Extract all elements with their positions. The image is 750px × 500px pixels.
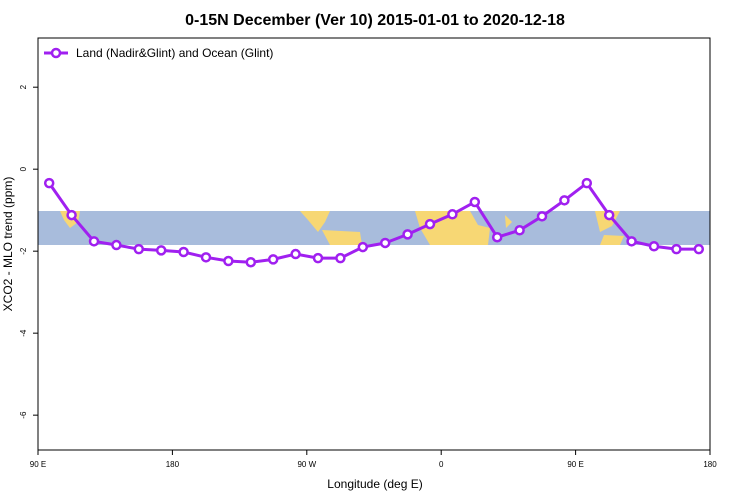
y-tick-label: -4 bbox=[19, 329, 28, 337]
point bbox=[379, 237, 391, 249]
point bbox=[111, 239, 122, 251]
map-strip bbox=[38, 211, 710, 245]
y-tick-label: 0 bbox=[19, 166, 28, 171]
point bbox=[447, 209, 458, 220]
point bbox=[402, 229, 413, 240]
point bbox=[43, 177, 55, 189]
x-tick-label: 0 bbox=[439, 460, 444, 469]
point bbox=[559, 195, 570, 206]
point bbox=[312, 252, 324, 264]
point bbox=[491, 231, 503, 243]
point bbox=[648, 241, 660, 252]
point bbox=[223, 255, 234, 267]
x-axis-label: Longitude (deg E) bbox=[327, 477, 422, 491]
point bbox=[178, 246, 189, 258]
point bbox=[626, 236, 637, 247]
x-tick-label: 90 E bbox=[567, 460, 583, 469]
point bbox=[133, 243, 145, 255]
x-tick-label: 180 bbox=[166, 460, 180, 469]
point bbox=[66, 209, 77, 221]
point bbox=[267, 254, 279, 265]
x-tick-label: 180 bbox=[703, 460, 717, 469]
point bbox=[603, 209, 615, 221]
y-tick-label: -2 bbox=[19, 247, 28, 255]
plot-frame bbox=[37, 37, 711, 451]
point bbox=[693, 243, 705, 255]
point bbox=[671, 243, 682, 255]
point bbox=[469, 196, 481, 208]
point bbox=[245, 256, 257, 268]
legend-label: Land (Nadir&Glint) and Ocean (Glint) bbox=[76, 46, 273, 60]
point bbox=[581, 177, 593, 189]
point bbox=[335, 252, 346, 264]
chart-title: 0-15N December (Ver 10) 2015-01-01 to 20… bbox=[185, 12, 565, 29]
x-tick-label: 90 E bbox=[30, 460, 46, 469]
point bbox=[155, 245, 167, 256]
y-tick-label: 2 bbox=[19, 84, 28, 89]
point bbox=[514, 225, 525, 236]
point bbox=[200, 252, 212, 263]
point bbox=[536, 211, 548, 222]
x-tick-label: 90 W bbox=[297, 460, 316, 469]
point bbox=[290, 248, 301, 260]
point bbox=[88, 236, 100, 247]
legend-marker bbox=[50, 47, 62, 59]
point bbox=[357, 241, 369, 253]
y-tick-label: -6 bbox=[19, 411, 28, 419]
y-axis-label: XCO2 - MLO trend (ppm) bbox=[1, 177, 15, 312]
point bbox=[424, 218, 436, 230]
